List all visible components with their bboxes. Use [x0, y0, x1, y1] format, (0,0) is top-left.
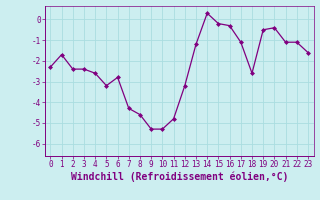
X-axis label: Windchill (Refroidissement éolien,°C): Windchill (Refroidissement éolien,°C)	[70, 172, 288, 182]
